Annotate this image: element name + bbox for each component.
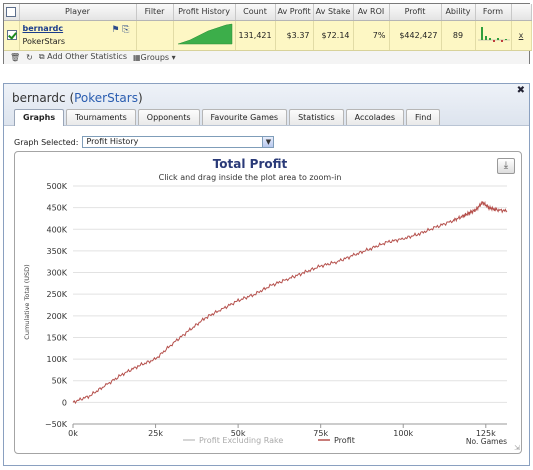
y-tick-label: −50K [45, 420, 68, 429]
select-all-checkbox[interactable] [6, 6, 17, 17]
refresh-icon[interactable]: ↻ [26, 52, 33, 62]
x-axis-label: No. Games [466, 437, 507, 446]
ability-cell: 89 [441, 20, 476, 51]
chart-title: Total Profit [213, 157, 288, 171]
y-tick-label: 350K [46, 247, 67, 256]
header-filter[interactable]: Filter [136, 4, 174, 21]
graph-select-dropdown[interactable]: Profit History ▼ [82, 136, 275, 148]
form-sparkline [477, 27, 510, 42]
remove-player-button[interactable]: x [511, 20, 532, 51]
player-panel: bernardc (PokerStars) ✖ Graphs Tournamen… [3, 83, 530, 466]
tab-find[interactable]: Find [406, 109, 441, 125]
row-checkbox[interactable] [7, 30, 17, 40]
x-tick-label: 75k [313, 429, 328, 438]
stats-table: Player Filter Profit History Count Av Pr… [4, 4, 532, 51]
y-tick-label: 50K [52, 377, 68, 386]
x-tick-label: 125k [476, 429, 496, 438]
groups-button[interactable]: ▦Groups ▾ [133, 53, 176, 62]
header-ability[interactable]: Ability [441, 4, 476, 21]
groups-icon: ▦ [132, 52, 141, 62]
trash-icon[interactable]: 🗑 [10, 52, 21, 62]
x-tick-label: 0k [68, 429, 78, 438]
y-tick-label: 0 [62, 398, 67, 407]
stats-panel: Player Filter Profit History Count Av Pr… [3, 3, 532, 64]
x-tick-label: 25k [148, 429, 163, 438]
player-cell[interactable]: bernardc PokerStars ⚑ ⎘ [19, 20, 137, 51]
close-icon[interactable]: ✖ [516, 85, 525, 96]
x-tick-label: 100k [393, 429, 413, 438]
grid-lines [72, 185, 507, 428]
pin-icon[interactable]: ⚑ [111, 24, 120, 35]
add-icon: ⧉ [38, 52, 45, 61]
x-tick-label: 50k [231, 429, 246, 438]
tab-opponents[interactable]: Opponents [137, 109, 200, 125]
series-line-1 [72, 200, 508, 405]
profit-history-sparkline [177, 23, 232, 45]
header-av-profit[interactable]: Av Profit [275, 4, 314, 21]
resize-grip-icon[interactable]: ⇲ [514, 444, 520, 452]
y-axis-label: Cumulative Total (USD) [23, 264, 31, 339]
graph-select-row: Graph Selected: Profit History ▼ [14, 136, 275, 148]
tab-accolades[interactable]: Accolades [345, 109, 404, 125]
count-cell: 131,421 [235, 20, 276, 51]
panel-title-site-link[interactable]: PokerStars [74, 91, 138, 105]
add-stats-label: Add Other Statistics [47, 52, 127, 61]
header-count[interactable]: Count [235, 4, 276, 21]
tab-statistics[interactable]: Statistics [289, 109, 344, 125]
header-form[interactable]: Form [475, 4, 512, 21]
filter-cell[interactable] [136, 20, 174, 51]
y-tick-label: 150K [46, 333, 67, 342]
header-av-stake[interactable]: Av Stake [313, 4, 354, 21]
y-tick-label: 250K [46, 290, 67, 299]
stats-header-row: Player Filter Profit History Count Av Pr… [4, 4, 532, 21]
row-checkbox-cell[interactable] [4, 20, 20, 51]
header-remove [511, 4, 532, 21]
view-icon[interactable]: ⎘ [122, 24, 130, 35]
legend-label-1[interactable]: Profit [334, 436, 355, 445]
panel-title: bernardc (PokerStars) [12, 91, 143, 105]
av-profit-cell: $3.37 [275, 20, 314, 51]
graph-select-value: Profit History [86, 137, 139, 146]
profit-history-cell [173, 20, 236, 51]
tick-labels: −50K 0 50K 100K 150K 200K 250K 300K 350K 400K 450K… [45, 182, 496, 438]
tab-graphs[interactable]: Graphs [14, 109, 65, 126]
y-tick-label: 450K [46, 204, 67, 213]
header-av-roi[interactable]: Av ROI [353, 4, 390, 21]
profit-cell: $442,427 [389, 20, 442, 51]
groups-label: Groups [140, 52, 170, 62]
tab-tournaments[interactable]: Tournaments [66, 109, 136, 125]
y-tick-label: 200K [46, 312, 67, 321]
header-profit-history[interactable]: Profit History [173, 4, 236, 21]
chart-legend[interactable]: Profit Excluding Rake Profit [183, 436, 355, 445]
chart-subtitle: Click and drag inside the plot area to z… [159, 173, 342, 182]
add-stats-button[interactable]: ⧉ Add Other Statistics [39, 52, 127, 62]
player-row[interactable]: bernardc PokerStars ⚑ ⎘ 131,421 $3.37 $7… [4, 20, 532, 51]
player-site: PokerStars [22, 37, 66, 46]
series-lines [72, 200, 508, 405]
y-tick-label: 400K [46, 225, 67, 234]
header-profit[interactable]: Profit [389, 4, 442, 21]
chevron-down-icon[interactable]: ▼ [262, 137, 274, 147]
panel-header: bernardc (PokerStars) ✖ Graphs Tournamen… [4, 84, 529, 126]
y-tick-label: 500K [46, 182, 67, 191]
y-tick-label: 100K [46, 355, 67, 364]
chart-frame[interactable]: ⤓ Total Profit Click and drag inside the… [14, 151, 522, 454]
profit-chart[interactable]: Total Profit Click and drag inside the p… [15, 152, 521, 453]
panel-tabs: Graphs Tournaments Opponents Favourite G… [14, 109, 441, 126]
graph-selected-label: Graph Selected: [14, 137, 79, 147]
y-tick-label: 300K [46, 269, 67, 278]
download-icon[interactable]: ⤓ [497, 158, 515, 174]
legend-label-0[interactable]: Profit Excluding Rake [199, 436, 283, 445]
player-action-icons: ⚑ ⎘ [111, 25, 129, 35]
chevron-down-icon: ▾ [171, 52, 176, 62]
stats-toolbar: 🗑 ↻ ⧉ Add Other Statistics ▦Groups ▾ [4, 50, 529, 64]
form-cell [475, 20, 512, 51]
player-name-link[interactable]: bernardc [22, 24, 64, 33]
header-select-all[interactable] [4, 4, 20, 21]
av-stake-cell: $72.14 [313, 20, 354, 51]
av-roi-cell: 7% [353, 20, 390, 51]
tab-favourite-games[interactable]: Favourite Games [201, 109, 288, 125]
panel-title-player: bernardc [12, 91, 66, 105]
header-player[interactable]: Player [19, 4, 137, 21]
